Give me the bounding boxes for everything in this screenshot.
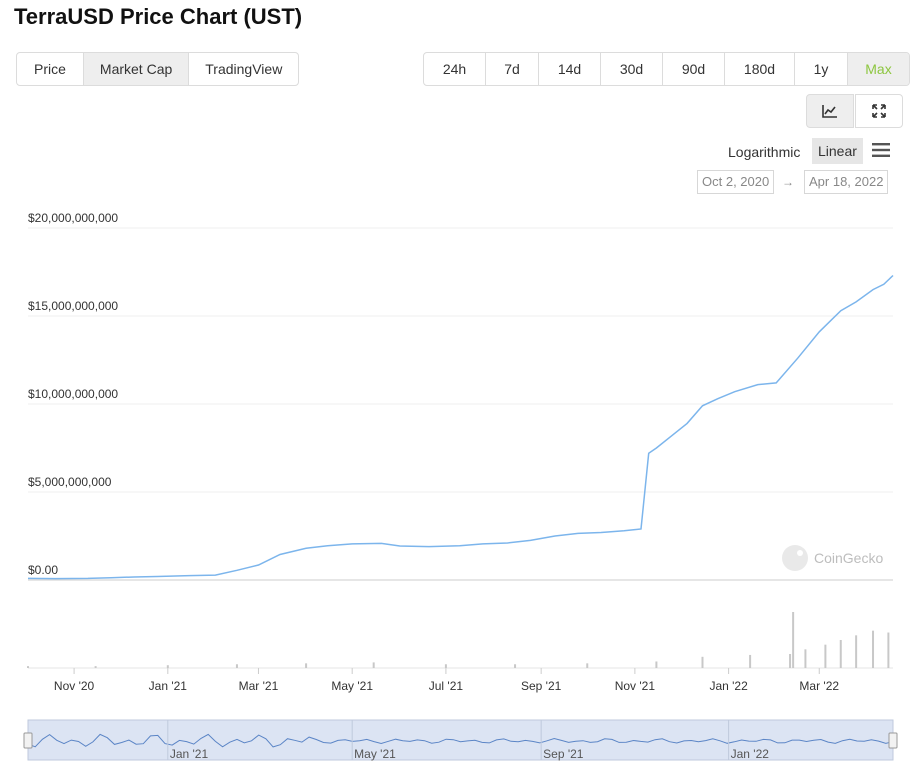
volume-bar	[792, 612, 795, 668]
range-max-button[interactable]: Max	[848, 53, 909, 85]
navigator-handle[interactable]	[23, 732, 33, 749]
x-tick-label: Nov '20	[54, 679, 95, 693]
coingecko-watermark: CoinGecko	[782, 545, 883, 571]
y-tick-label: $5,000,000,000	[28, 475, 112, 489]
volume-bar	[804, 649, 807, 668]
volume-bars	[27, 612, 893, 669]
volume-bar	[839, 640, 842, 668]
market-cap-line	[27, 274, 894, 580]
x-tick-label: Nov '21	[615, 679, 656, 693]
volume-bar	[372, 662, 375, 668]
range-30d-button[interactable]: 30d	[601, 53, 663, 85]
volume-bar	[94, 666, 97, 668]
hamburger-menu-icon	[872, 143, 890, 157]
line-chart-icon	[822, 105, 837, 118]
navigator[interactable]: Jan '21 May '21 Sep '21 Jan '22	[23, 719, 898, 761]
volume-bar	[586, 663, 589, 668]
volume-bar	[855, 635, 858, 668]
x-tick-label: Sep '21	[521, 679, 562, 693]
volume-bar	[514, 664, 517, 668]
navigator-series-line	[27, 733, 894, 748]
volume-bar	[235, 664, 238, 668]
volume-bar	[749, 654, 752, 668]
x-tick-label: Mar '22	[799, 679, 839, 693]
fullscreen-button[interactable]	[855, 94, 903, 128]
volume-bar	[789, 654, 792, 668]
line-chart-toggle-button[interactable]	[806, 94, 854, 128]
volume-bar	[824, 644, 827, 668]
logarithmic-scale-option[interactable]: Logarithmic	[728, 144, 801, 160]
expand-icon	[872, 104, 886, 118]
tab-tradingview[interactable]: TradingView	[205, 61, 283, 77]
x-axis-tick-labels: Nov '20 Jan '21 Mar '21 May '21 Jul '21 Sep '…	[54, 668, 839, 693]
watermark-text: CoinGecko	[814, 550, 883, 566]
linear-scale-option[interactable]: Linear	[812, 138, 863, 164]
volume-bar	[887, 632, 890, 668]
range-180d-button[interactable]: 180d	[725, 53, 795, 85]
date-from-input[interactable]: Oct 2, 2020	[697, 170, 775, 194]
date-to-input[interactable]: Apr 18, 2022	[804, 170, 889, 194]
x-tick-label: May '21	[331, 679, 373, 693]
volume-bar	[872, 630, 875, 668]
grid-lines	[28, 227, 893, 581]
navigator-label: May '21	[354, 747, 396, 761]
navigator-label: Jan '22	[731, 747, 770, 761]
y-tick-label: $20,000,000,000	[28, 211, 118, 225]
volume-bar	[27, 666, 29, 668]
x-tick-label: Jul '21	[429, 679, 464, 693]
y-tick-label: $0.00	[28, 563, 58, 577]
range-24h-button[interactable]: 24h	[424, 53, 486, 85]
y-tick-label: $10,000,000,000	[28, 387, 118, 401]
tab-price[interactable]: Price	[17, 53, 84, 85]
navigator-selection	[27, 719, 894, 761]
x-tick-label: Jan '21	[149, 679, 188, 693]
x-tick-label: Mar '21	[239, 679, 279, 693]
range-14d-button[interactable]: 14d	[539, 53, 601, 85]
date-range-arrow: →	[782, 175, 794, 189]
range-7d-button[interactable]: 7d	[486, 53, 539, 85]
range-90d-button[interactable]: 90d	[663, 53, 725, 85]
range-tab-group: 24h 7d 14d 30d 90d 180d 1y Max	[423, 52, 910, 86]
navigator-handle[interactable]	[888, 732, 898, 749]
navigator-label: Jan '21	[170, 747, 209, 761]
coingecko-logo-icon	[782, 545, 808, 571]
y-tick-label: $15,000,000,000	[28, 299, 118, 313]
x-tick-label: Jan '22	[709, 679, 748, 693]
tab-market-cap[interactable]: Market Cap	[83, 53, 190, 85]
y-axis-tick-labels: $0.00 $5,000,000,000 $10,000,000,000 $15,00…	[28, 211, 118, 577]
volume-bar	[305, 663, 308, 668]
page-title: TerraUSD Price Chart (UST)	[14, 4, 303, 29]
volume-bar	[701, 656, 704, 668]
volume-bar	[444, 664, 447, 668]
navigator-label: Sep '21	[543, 747, 584, 761]
chart-menu-button[interactable]	[872, 142, 890, 158]
range-1y-button[interactable]: 1y	[795, 53, 848, 85]
volume-bar	[166, 665, 169, 668]
volume-bar	[655, 661, 658, 668]
view-tab-group: Price Market Cap TradingView	[16, 52, 300, 86]
